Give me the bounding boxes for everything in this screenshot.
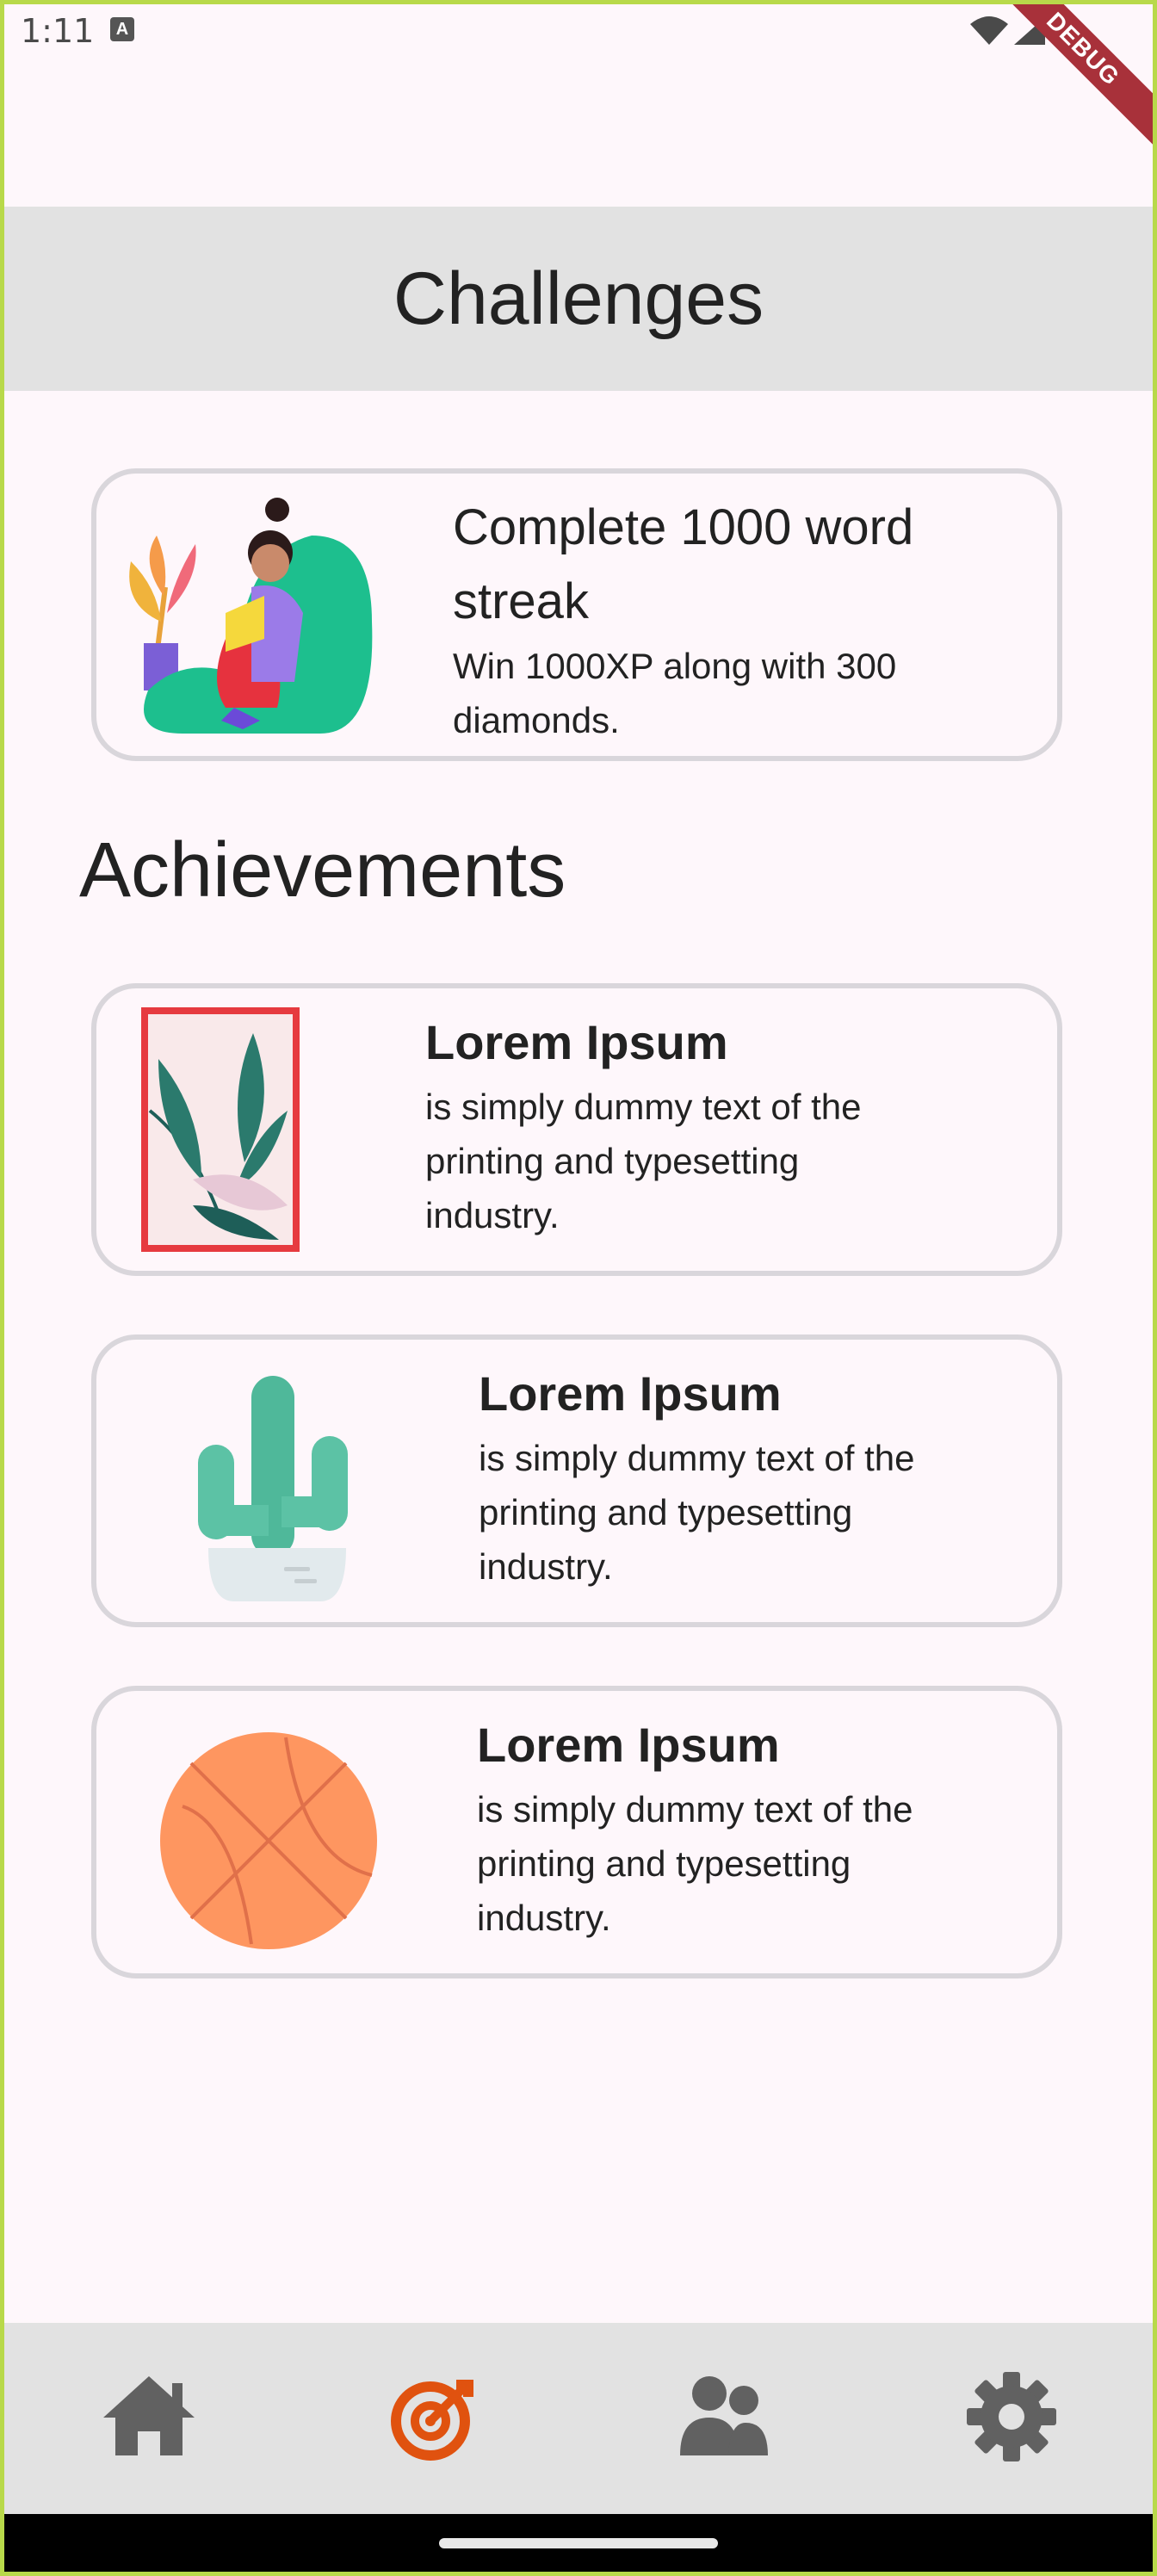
nav-challenges[interactable] (377, 2361, 489, 2473)
reading-person-illustration (129, 498, 373, 734)
people-icon (680, 2376, 768, 2455)
home-icon (103, 2376, 195, 2455)
achievement-description: is simply dummy text of the printing and… (425, 1087, 862, 1235)
nav-settings[interactable] (956, 2361, 1067, 2473)
system-gesture-bar (0, 2514, 1157, 2576)
bottom-navigation (0, 2323, 1157, 2514)
gear-icon (967, 2372, 1056, 2461)
achievement-description: is simply dummy text of the printing and… (477, 1789, 913, 1938)
challenge-title: Complete 1000 word streak (453, 499, 914, 629)
page-title: Challenges (393, 257, 764, 340)
basketball-illustration (160, 1732, 377, 1949)
achievement-description: is simply dummy text of the printing and… (479, 1438, 915, 1587)
achievement-title: Lorem Ipsum (477, 1718, 780, 1772)
status-time: 1:11 (21, 12, 95, 50)
achievement-card[interactable]: Lorem Ipsum is simply dummy text of the … (91, 983, 1062, 1276)
wifi-icon (970, 16, 1008, 45)
home-gesture-handle[interactable] (439, 2538, 718, 2548)
achievements-heading: Achievements (79, 827, 566, 913)
challenge-card[interactable]: Complete 1000 word streak Win 1000XP alo… (91, 468, 1062, 761)
cactus-illustration (198, 1376, 348, 1601)
achievement-card[interactable]: Lorem Ipsum is simply dummy text of the … (91, 1686, 1062, 1978)
app-bar: Challenges (0, 207, 1157, 391)
keyboard-a-icon: A (110, 17, 134, 41)
nav-friends[interactable] (666, 2361, 778, 2473)
nav-home[interactable] (93, 2361, 205, 2473)
achievement-card[interactable]: Lorem Ipsum is simply dummy text of the … (91, 1334, 1062, 1627)
status-bar: 1:11 A (0, 0, 1157, 65)
challenge-description: Win 1000XP along with 300 diamonds. (453, 646, 897, 740)
framed-plant-illustration (141, 1007, 300, 1252)
target-icon (391, 2380, 473, 2461)
achievement-title: Lorem Ipsum (479, 1366, 782, 1421)
achievement-title: Lorem Ipsum (425, 1015, 728, 1069)
